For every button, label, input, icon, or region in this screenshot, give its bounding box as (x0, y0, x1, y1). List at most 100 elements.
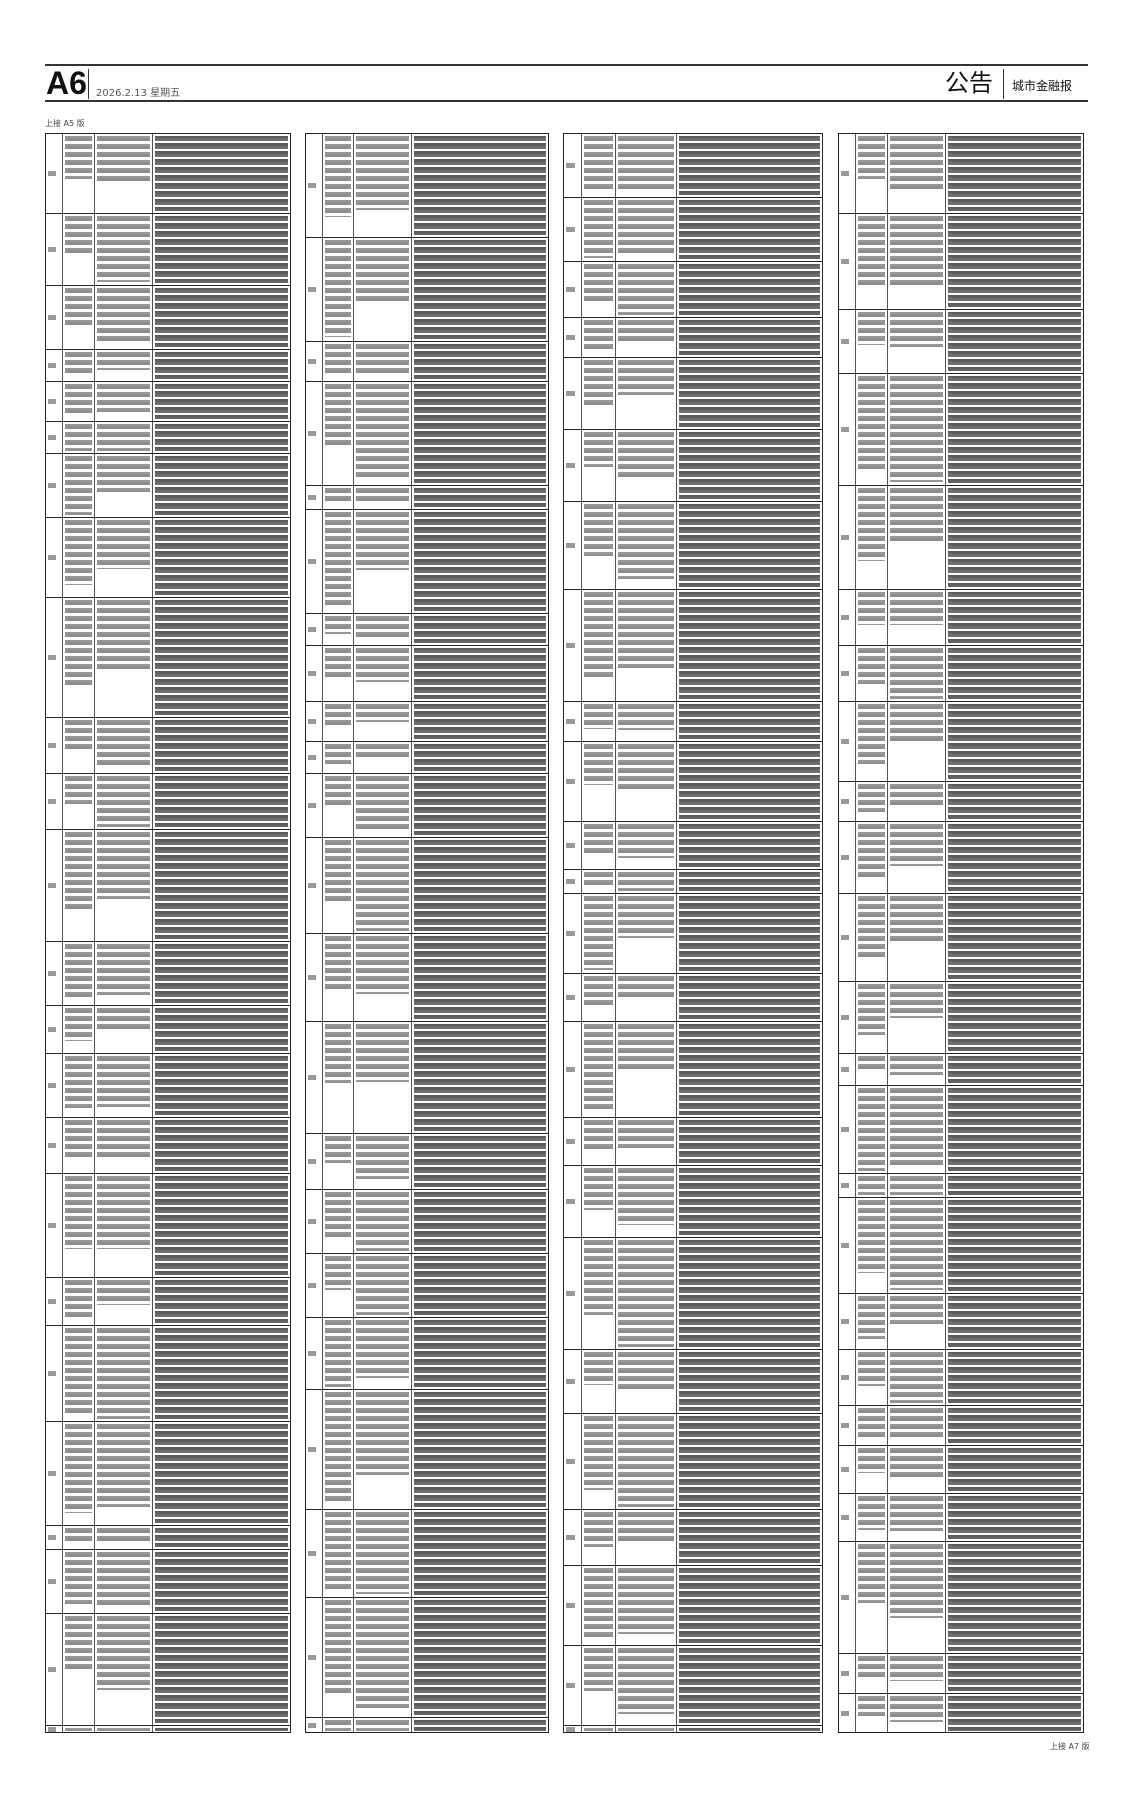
cell-name (856, 486, 888, 589)
cell-num (306, 1718, 323, 1732)
table-row (564, 590, 822, 702)
cell-num (46, 214, 64, 285)
cell-num (564, 262, 583, 317)
cell-num (306, 614, 323, 645)
row-number (308, 431, 317, 436)
cell-name (582, 1238, 616, 1349)
cell-items (616, 822, 678, 869)
row-number (308, 1159, 317, 1164)
cell-num (564, 198, 583, 261)
cell-num (306, 134, 323, 237)
cell-num (46, 1526, 64, 1549)
cell-detail (946, 1494, 1083, 1541)
table-row (306, 134, 548, 238)
cell-name (582, 742, 616, 821)
row-number (48, 1667, 57, 1672)
continued-to: 上接 A7 版 (1050, 1742, 1090, 1751)
cell-detail (946, 1174, 1083, 1197)
cell-detail (946, 134, 1083, 213)
cell-detail (153, 1118, 290, 1173)
cell-detail (946, 894, 1083, 981)
table-row (306, 646, 548, 702)
table-row (306, 774, 548, 838)
cell-num (564, 1022, 583, 1117)
cell-name (582, 430, 616, 501)
cell-detail (412, 774, 548, 837)
cell-items (354, 1598, 413, 1717)
cell-items (888, 1694, 947, 1732)
cell-num (564, 974, 583, 1021)
cell-detail (946, 822, 1083, 893)
cell-name (582, 502, 616, 589)
row-number (566, 1683, 576, 1688)
cell-items (354, 382, 413, 485)
cell-detail (153, 1174, 290, 1277)
cell-num (306, 838, 323, 933)
cell-num (839, 1198, 857, 1293)
cell-items (888, 782, 947, 821)
row-number (566, 931, 576, 936)
table-row (306, 742, 548, 774)
row-number (566, 543, 576, 548)
cell-num (306, 1390, 323, 1509)
cell-name (63, 830, 95, 941)
table-row (839, 1542, 1083, 1654)
table-row (306, 1190, 548, 1254)
announcement-column-4 (838, 133, 1084, 1733)
cell-num (839, 1694, 857, 1732)
cell-name (323, 134, 355, 237)
row-number (308, 1655, 317, 1660)
table-row (564, 974, 822, 1022)
cell-items (95, 134, 154, 213)
cell-detail (153, 350, 290, 381)
row-number (308, 627, 317, 632)
cell-detail (946, 590, 1083, 645)
cell-name (856, 1694, 888, 1732)
cell-num (564, 742, 583, 821)
row-number (566, 719, 576, 724)
cell-name (856, 1350, 888, 1405)
table-row (306, 342, 548, 382)
cell-detail (412, 486, 548, 509)
row-number (48, 1727, 57, 1732)
cell-num (564, 1566, 583, 1645)
cell-num (839, 1494, 857, 1541)
table-row (564, 1350, 822, 1414)
cell-num (839, 822, 857, 893)
cell-num (306, 1318, 323, 1389)
cell-name (323, 934, 355, 1021)
cell-items (616, 1510, 678, 1565)
cell-num (564, 358, 583, 429)
cell-name (856, 1086, 888, 1173)
table-row (306, 238, 548, 342)
cell-name (323, 614, 355, 645)
cell-num (564, 590, 583, 701)
table-row (306, 1390, 548, 1510)
cell-num (46, 422, 64, 453)
cell-num (46, 286, 64, 349)
cell-detail (946, 1654, 1083, 1693)
cell-name (63, 942, 95, 1005)
table-row (564, 430, 822, 502)
cell-name (323, 1134, 355, 1189)
cell-items (354, 1022, 413, 1133)
cell-detail (946, 1542, 1083, 1653)
cell-items (354, 1254, 413, 1317)
cell-num (46, 1118, 64, 1173)
table-row (564, 1414, 822, 1510)
cell-items (354, 1318, 413, 1389)
cell-items (616, 1350, 678, 1413)
cell-detail (153, 1326, 290, 1421)
cell-name (582, 702, 616, 741)
table-row (46, 598, 290, 718)
cell-detail (677, 1238, 821, 1349)
row-number (566, 1379, 576, 1384)
table-row (46, 1326, 290, 1422)
row-number (566, 1067, 576, 1072)
cell-num (839, 1446, 857, 1493)
row-number (841, 1671, 850, 1676)
row-number (308, 1551, 317, 1556)
table-row (839, 1086, 1083, 1174)
cell-detail (677, 1566, 821, 1645)
cell-num (839, 1542, 857, 1653)
